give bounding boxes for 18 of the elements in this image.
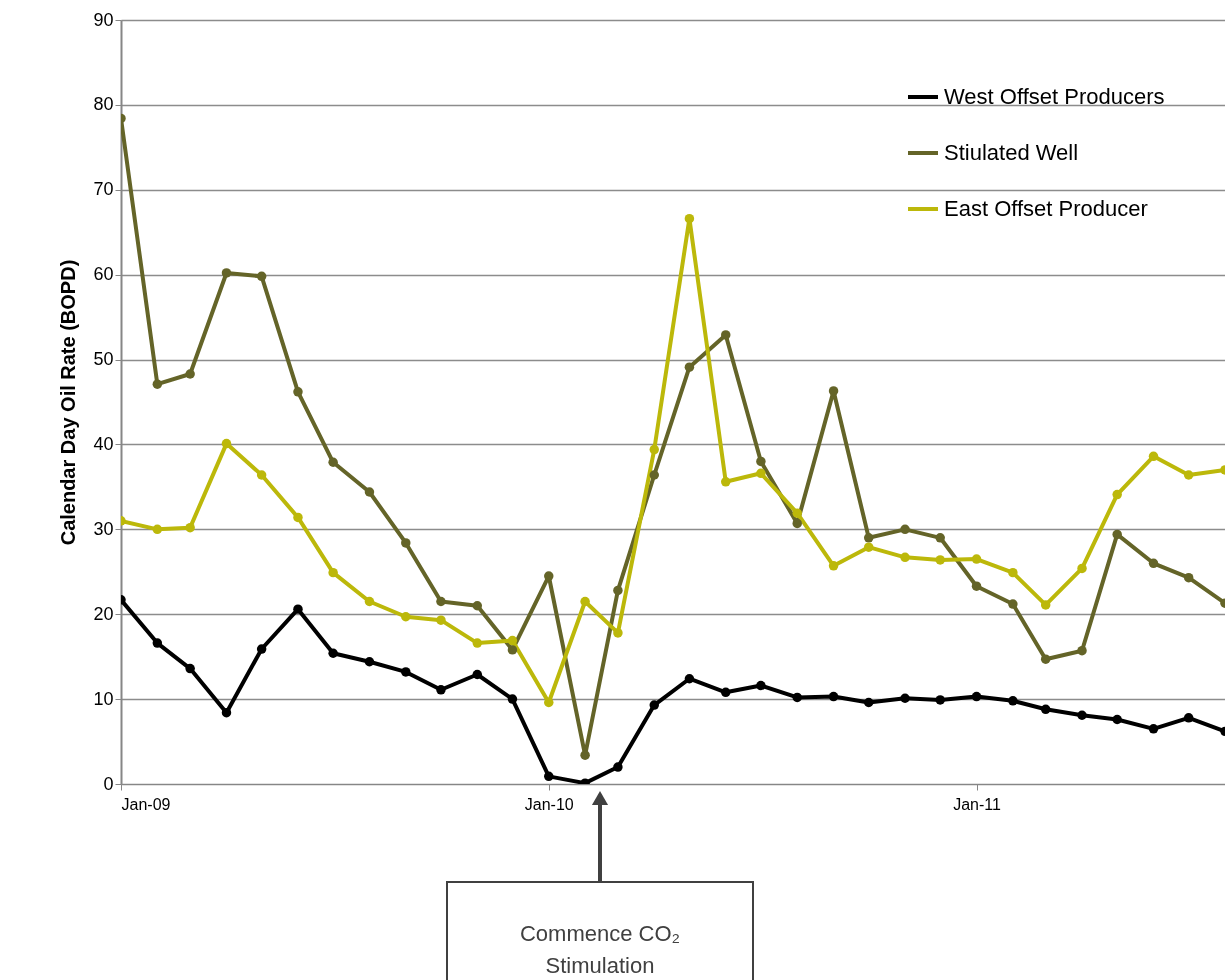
x-tick-label: Jan-11	[953, 795, 1002, 813]
y-tick-label: 40	[93, 433, 114, 454]
x-tick-label: Jan-10	[524, 795, 574, 813]
legend-label: Stiulated Well	[944, 140, 1079, 165]
legend-label: East Offset Producer	[944, 196, 1148, 221]
y-tick-label: 10	[93, 688, 114, 709]
y-tick-label: 30	[93, 518, 114, 539]
y-tick-label: 80	[93, 94, 114, 115]
legend-label: West Offset Producers	[944, 84, 1165, 109]
y-tick-label: 60	[93, 264, 114, 285]
x-tick-label: Jan-09	[121, 795, 171, 813]
y-axis-title: Calendar Day Oil Rate (BOPD)	[57, 259, 80, 546]
y-tick-label: 20	[93, 603, 114, 624]
y-tick-label: 90	[93, 9, 114, 30]
y-tick-label: 0	[103, 773, 114, 794]
y-tick-label: 50	[93, 349, 114, 370]
text: Commence CO₂ Stimulation	[519, 921, 681, 978]
y-tick-label: 70	[93, 179, 114, 200]
